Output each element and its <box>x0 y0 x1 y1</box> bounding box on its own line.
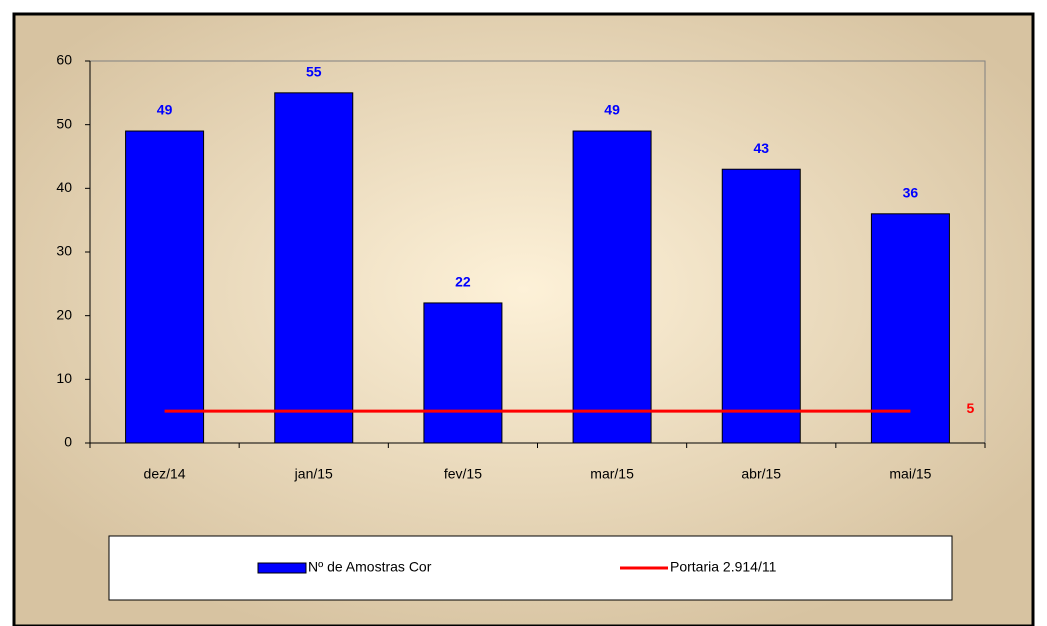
x-tick-label: abr/15 <box>741 466 781 482</box>
bar <box>572 130 652 444</box>
y-tick-label: 50 <box>56 115 72 131</box>
y-tick-label: 20 <box>56 306 72 322</box>
x-tick-label: dez/14 <box>144 466 186 482</box>
y-tick-label: 10 <box>56 370 72 386</box>
x-tick-label: mai/15 <box>889 466 931 482</box>
bar <box>870 213 950 444</box>
data-label: 55 <box>306 64 322 80</box>
data-label: 49 <box>604 102 620 118</box>
data-label: 22 <box>455 274 471 290</box>
x-tick-label: mar/15 <box>590 466 634 482</box>
legend-box <box>108 535 953 601</box>
data-label: 5 <box>967 400 975 416</box>
y-tick-label: 0 <box>64 434 72 450</box>
data-label: 43 <box>753 140 769 156</box>
y-tick-label: 60 <box>56 52 72 68</box>
legend-label: Portaria 2.914/11 <box>670 559 777 575</box>
x-tick-label: jan/15 <box>294 466 333 482</box>
x-tick-label: fev/15 <box>444 466 482 482</box>
y-tick-label: 40 <box>56 179 72 195</box>
data-label: 36 <box>903 185 919 201</box>
legend-label: Nº de Amostras Cor <box>308 559 432 575</box>
bar <box>125 130 205 444</box>
data-label: 49 <box>157 102 173 118</box>
y-tick-label: 30 <box>56 243 72 259</box>
bar <box>721 168 801 444</box>
legend-swatch <box>257 562 307 574</box>
bar <box>423 302 503 444</box>
bar <box>274 92 354 444</box>
